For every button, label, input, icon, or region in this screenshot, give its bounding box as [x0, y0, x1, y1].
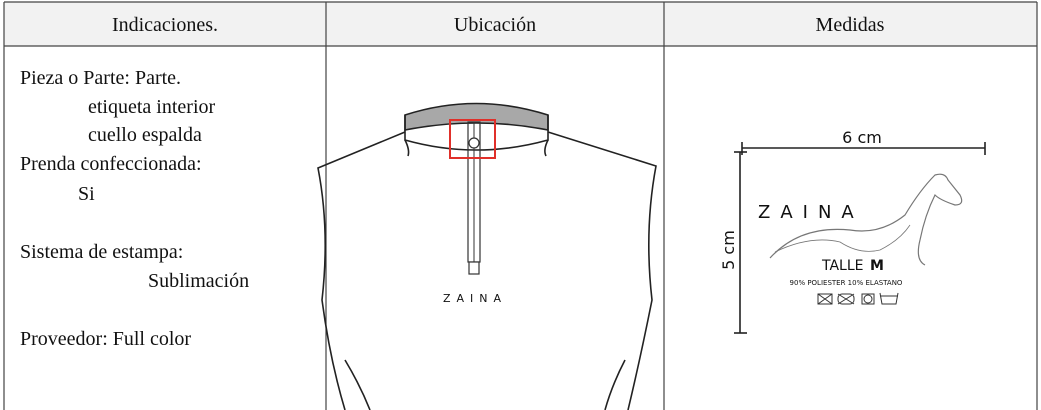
indication-text: Si — [78, 183, 95, 205]
composition: 90% POLIESTER 10% ELASTANO — [790, 279, 903, 287]
garment-illustration — [317, 102, 657, 410]
garment-brand: ZAINA — [443, 292, 507, 305]
label-dimensions — [734, 142, 986, 334]
label-brand: ZAINA — [758, 202, 864, 223]
highlight-box — [449, 119, 496, 159]
header-cell: Medidas — [816, 14, 885, 36]
horse-outline — [769, 173, 963, 266]
indication-text: etiqueta interior — [88, 96, 216, 118]
size-value: M — [870, 258, 884, 274]
size-label: TALLE — [821, 258, 864, 274]
indication-text: Proveedor: Full color — [20, 328, 191, 350]
indication-text: Pieza o Parte: Parte. — [20, 67, 181, 89]
indication-text: Sublimación — [148, 270, 249, 292]
height-label: 5 cm — [719, 230, 738, 270]
indication-text: cuello espalda — [88, 124, 202, 146]
header-row — [4, 2, 1037, 46]
table-grid — [3, 1, 1038, 410]
header-cell: Ubicación — [454, 14, 536, 36]
care-icons — [817, 292, 899, 305]
indication-text: Sistema de estampa: — [20, 241, 183, 263]
width-label: 6 cm — [842, 128, 882, 147]
header-cell: Indicaciones. — [112, 14, 218, 36]
indication-text: Prenda confeccionada: — [20, 153, 202, 175]
